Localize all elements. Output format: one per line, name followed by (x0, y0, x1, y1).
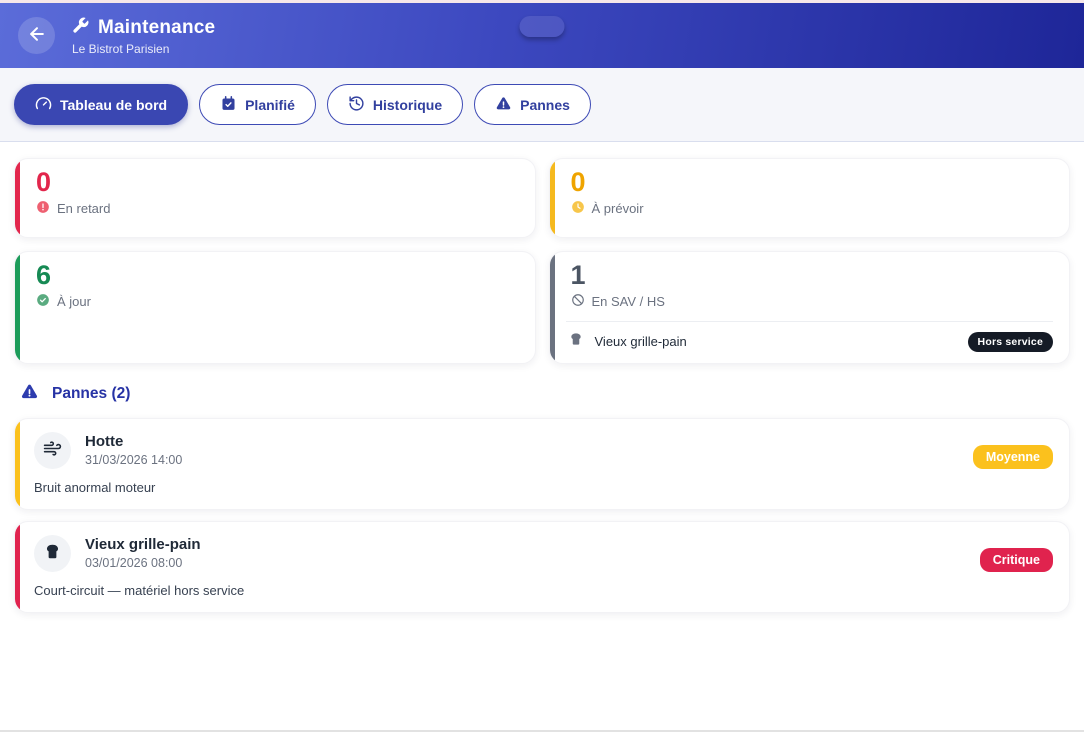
stat-label-text: En retard (57, 201, 111, 217)
stat-value: 6 (36, 260, 52, 290)
stat-card-a-jour[interactable]: 6 À jour (14, 251, 536, 364)
panne-description: Bruit anormal moteur (34, 480, 156, 495)
card-accent (15, 252, 20, 363)
panne-datetime: 03/01/2026 08:00 (85, 556, 183, 570)
status-badge: Hors service (967, 331, 1053, 352)
warning-triangle-icon (495, 95, 512, 115)
header-titles: Maintenance Le Bistrot Parisien (71, 16, 215, 56)
dashboard-content: 0 En retard 0 À prévoir (0, 142, 1084, 730)
equipment-name: Vieux grille-pain (594, 334, 687, 350)
card-accent (549, 252, 555, 363)
tab-pannes[interactable]: Pannes (474, 84, 591, 125)
stat-card-en-sav[interactable]: 1 En SAV / HS Vieux grille-pain Hors ser… (548, 251, 1070, 364)
tab-planifie[interactable]: Planifié (199, 84, 316, 125)
history-icon (348, 95, 365, 115)
stat-value: 0 (36, 167, 52, 197)
sav-equipment-row[interactable]: Vieux grille-pain Hors service (550, 322, 1070, 352)
tab-bar: Tableau de bord Planifié Historique Pann… (0, 68, 1084, 142)
calendar-check-icon (220, 95, 237, 115)
panne-description: Court-circuit — matériel hors service (34, 583, 245, 598)
wind-icon (43, 439, 62, 463)
pannes-section-header: Pannes (2) (20, 382, 1068, 406)
tab-label: Tableau de bord (60, 96, 168, 113)
warning-triangle-icon (20, 382, 39, 406)
tab-tableau-de-bord[interactable]: Tableau de bord (14, 84, 189, 125)
tab-historique[interactable]: Historique (326, 84, 464, 125)
alert-circle-icon (36, 200, 50, 217)
app-header: Maintenance Le Bistrot Parisien (0, 3, 1084, 68)
arrow-left-icon (27, 24, 47, 47)
window-top-edge (0, 0, 1084, 3)
ban-icon (571, 293, 585, 310)
stat-card-en-retard[interactable]: 0 En retard (14, 158, 536, 238)
tab-label: Historique (372, 96, 443, 113)
severity-badge: Moyenne (972, 445, 1053, 469)
equipment-avatar (34, 535, 71, 572)
stat-label-text: En SAV / HS (591, 294, 665, 310)
equipment-avatar (34, 432, 71, 469)
wrench-icon (71, 16, 90, 40)
panne-card-hotte[interactable]: Hotte 31/03/2026 14:00 Bruit anormal mot… (14, 418, 1070, 510)
stat-value: 0 (570, 167, 586, 197)
panne-datetime: 31/03/2026 14:00 (85, 453, 183, 467)
card-accent (15, 522, 20, 612)
stat-label-text: À jour (57, 294, 91, 310)
check-circle-icon (36, 293, 50, 310)
panne-name: Hotte (85, 433, 124, 450)
tab-label: Pannes (520, 96, 570, 113)
stats-grid: 0 En retard 0 À prévoir (14, 158, 1070, 364)
stat-value: 1 (570, 260, 586, 290)
severity-badge: Critique (979, 548, 1053, 572)
panne-name: Vieux grille-pain (85, 536, 201, 553)
header-notch (519, 16, 565, 37)
toaster-icon (43, 542, 62, 566)
back-button[interactable] (18, 17, 55, 54)
clock-icon (571, 200, 585, 217)
stat-card-a-prevoir[interactable]: 0 À prévoir (548, 158, 1070, 238)
toaster-icon (568, 331, 584, 352)
stat-label-text: À prévoir (591, 201, 644, 217)
card-accent (15, 419, 20, 509)
tab-label: Planifié (245, 96, 295, 113)
divider (565, 321, 1053, 323)
page-title: Maintenance (98, 16, 216, 38)
card-accent (15, 159, 20, 237)
section-title: Pannes (2) (52, 385, 131, 402)
card-accent (549, 159, 555, 237)
restaurant-name: Le Bistrot Parisien (72, 41, 170, 56)
panne-card-grille-pain[interactable]: Vieux grille-pain 03/01/2026 08:00 Court… (14, 521, 1070, 613)
gauge-icon (35, 95, 52, 115)
